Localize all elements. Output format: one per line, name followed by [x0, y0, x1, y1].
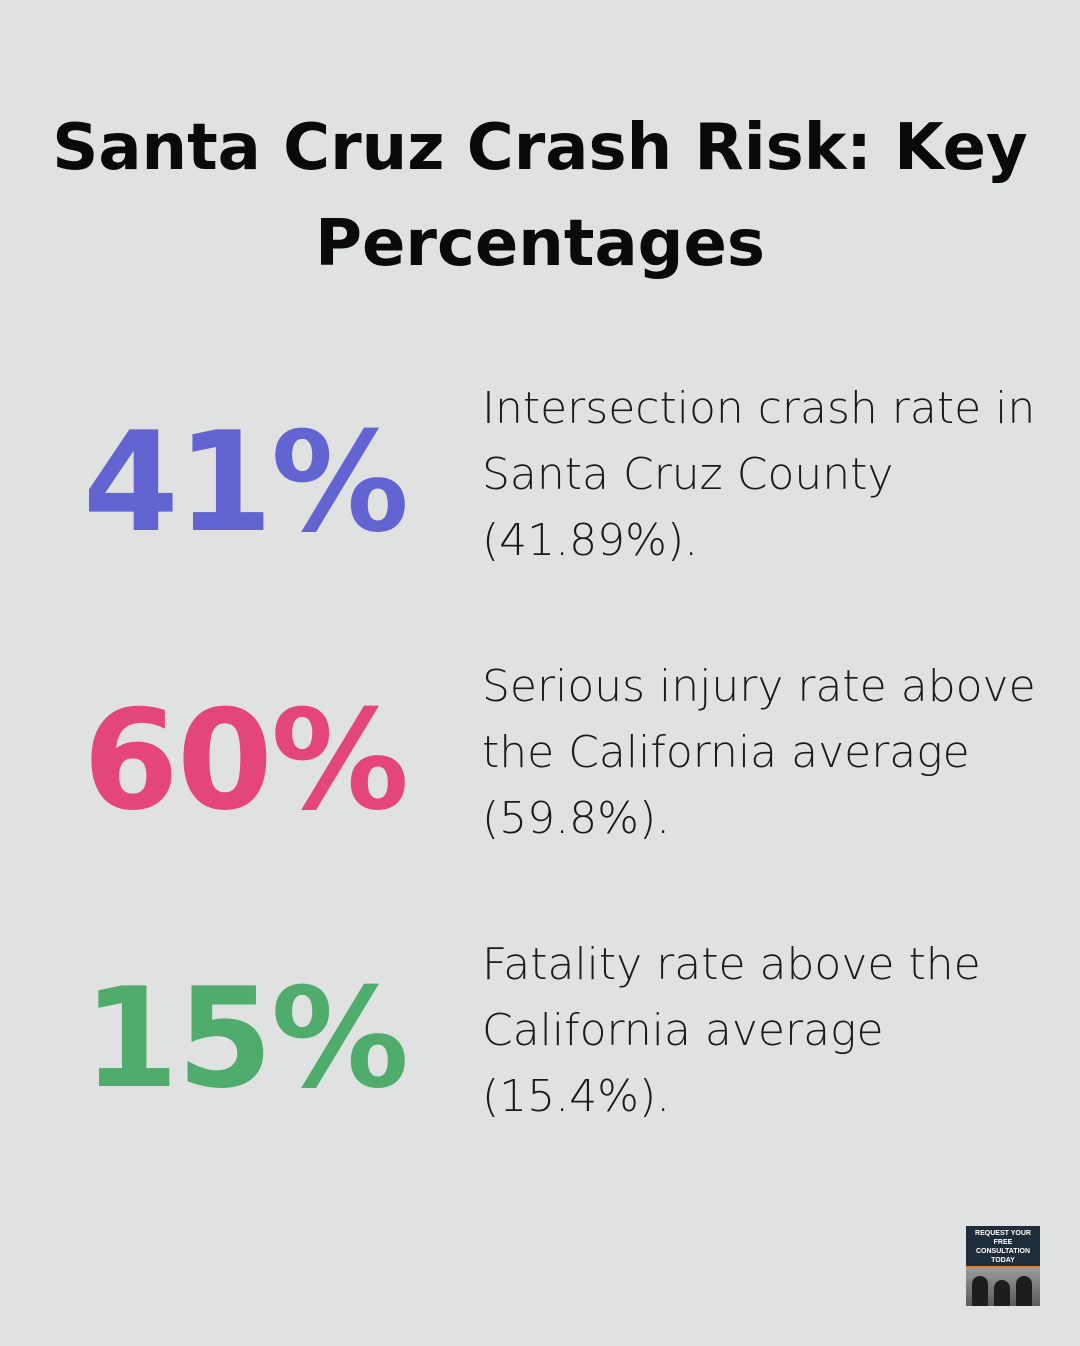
- page-title: Santa Cruz Crash Risk: Key Percentages: [52, 111, 1028, 281]
- person-figure: [994, 1280, 1010, 1306]
- stat-row: 15% Fatality rate above the California a…: [0, 932, 1080, 1172]
- stat-value: 41%: [82, 402, 409, 563]
- stat-row: 60% Serious injury rate above the Califo…: [0, 654, 1080, 894]
- stat-description: Intersection crash rate in Santa Cruz Co…: [482, 383, 1036, 566]
- stat-value: 15%: [82, 958, 409, 1119]
- consultation-badge[interactable]: REQUEST YOUR FREE CONSULTATION TODAY: [966, 1226, 1040, 1306]
- stat-description: Fatality rate above the California avera…: [482, 939, 981, 1122]
- person-figure: [1016, 1276, 1032, 1306]
- team-photo: [966, 1268, 1040, 1306]
- badge-divider: [966, 1266, 1040, 1268]
- stat-value: 60%: [82, 680, 409, 841]
- stat-row: 41% Intersection crash rate in Santa Cru…: [0, 376, 1080, 616]
- person-figure: [972, 1276, 988, 1306]
- badge-text: REQUEST YOUR FREE CONSULTATION TODAY: [975, 1230, 1031, 1264]
- stat-description: Serious injury rate above the California…: [482, 661, 1036, 844]
